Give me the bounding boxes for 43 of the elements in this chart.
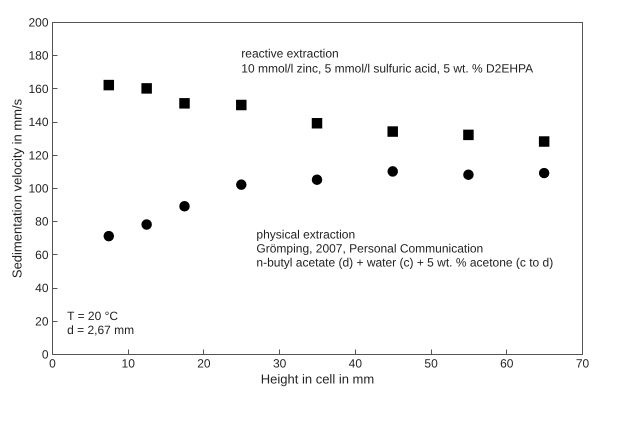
y-tick-label: 140 [28,115,49,130]
point [312,118,322,129]
x-axis-title: Height in cell in mm [260,372,374,386]
point [463,169,474,180]
annotation: reactive extraction [241,46,339,61]
point [236,100,247,110]
point [236,179,247,190]
x-tick-label: 50 [424,356,438,370]
annotation: 10 mmol/l zinc, 5 mmol/l sulfuric acid, 5 wt. % D2EHPA [241,61,534,76]
y-tick-label: 160 [28,82,49,96]
x-tick-label: 30 [272,356,287,370]
point [387,126,398,137]
annotation: Grömping, 2007, Personal Communication [256,242,484,256]
point [387,166,398,177]
annotation: T = 20 °C [67,308,118,323]
y-tick-label: 60 [35,248,49,262]
x-tick-label: 10 [122,356,136,370]
y-tick-label: 20 [35,314,49,328]
y-tick-label: 40 [35,281,49,296]
annotation: n-butyl acetate (d) + water (c) + 5 wt. % acetone (c to d) [256,256,554,270]
point [141,219,152,230]
y-tick-label: 80 [35,214,49,229]
annotation: physical extraction [256,227,356,242]
x-tick-label: 40 [348,356,362,370]
point [312,174,322,185]
annotation: d = 2,67 mm [67,322,134,337]
x-tick-label: 60 [500,356,514,370]
y-tick-label: 0 [42,348,49,362]
point [104,230,114,242]
y-tick-label: 180 [28,48,49,63]
x-tick-label: 20 [197,356,211,370]
point [141,83,152,94]
point [538,136,550,147]
point [104,80,114,90]
point [538,168,550,178]
x-tick-label: 70 [576,356,590,370]
y-tick-label: 200 [28,16,49,30]
point [179,201,190,212]
y-tick-label: 100 [28,182,49,196]
point [179,98,190,109]
y-tick-label: 120 [28,148,49,162]
y-axis-title: Sedimentation velocity in mm/s [9,98,24,278]
point [463,130,474,140]
